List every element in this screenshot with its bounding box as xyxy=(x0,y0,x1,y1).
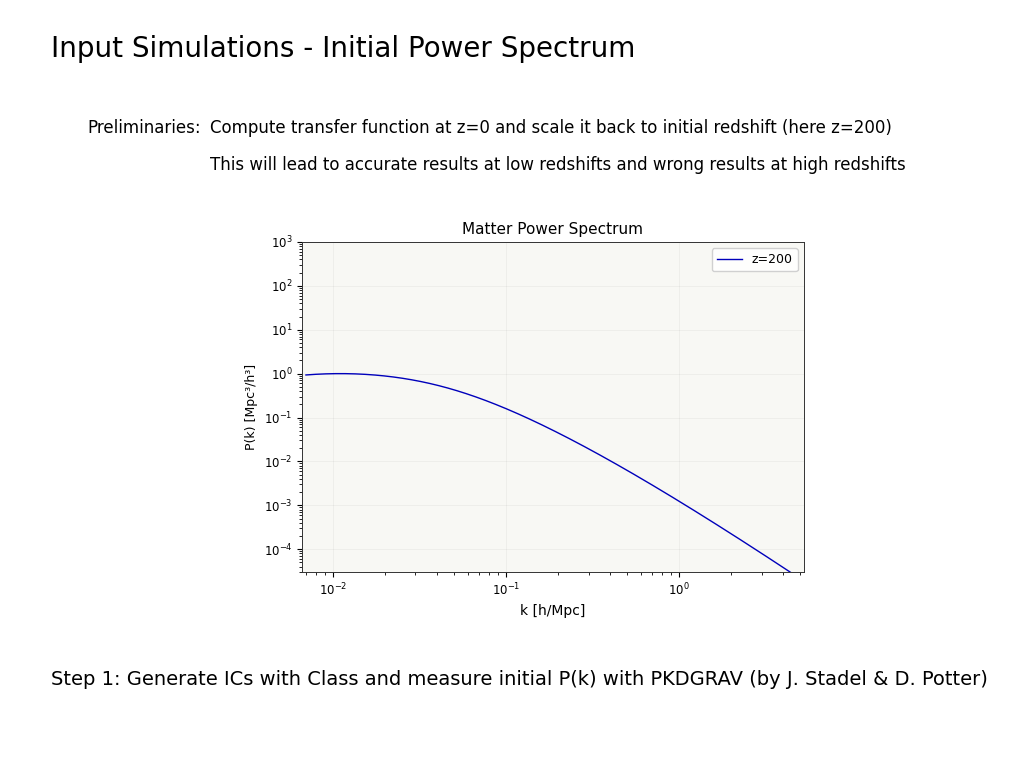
z=200 xyxy=(794,574,806,583)
Y-axis label: P(k) [Mpc³/h³]: P(k) [Mpc³/h³] xyxy=(245,364,258,450)
Text: Step 1: Generate ICs with Class and measure initial P(k) with PKDGRAV (by J. Sta: Step 1: Generate ICs with Class and meas… xyxy=(51,670,988,689)
X-axis label: k [h/Mpc]: k [h/Mpc] xyxy=(520,604,586,618)
Text: Compute transfer function at z=0 and scale it back to initial redshift (here z=2: Compute transfer function at z=0 and sca… xyxy=(210,119,892,137)
Line: z=200: z=200 xyxy=(306,373,800,578)
z=200 xyxy=(428,380,440,389)
z=200 xyxy=(335,369,347,378)
Text: This will lead to accurate results at low redshifts and wrong results at high re: This will lead to accurate results at lo… xyxy=(210,156,905,174)
Text: Input Simulations - Initial Power Spectrum: Input Simulations - Initial Power Spectr… xyxy=(51,35,636,62)
Title: Matter Power Spectrum: Matter Power Spectrum xyxy=(463,222,643,237)
z=200 xyxy=(673,497,685,506)
Legend: z=200: z=200 xyxy=(712,248,798,271)
Text: Preliminaries:: Preliminaries: xyxy=(87,119,201,137)
z=200 xyxy=(592,449,604,458)
z=200 xyxy=(524,415,537,424)
z=200 xyxy=(631,472,643,481)
z=200 xyxy=(388,372,400,382)
z=200 xyxy=(300,370,312,379)
